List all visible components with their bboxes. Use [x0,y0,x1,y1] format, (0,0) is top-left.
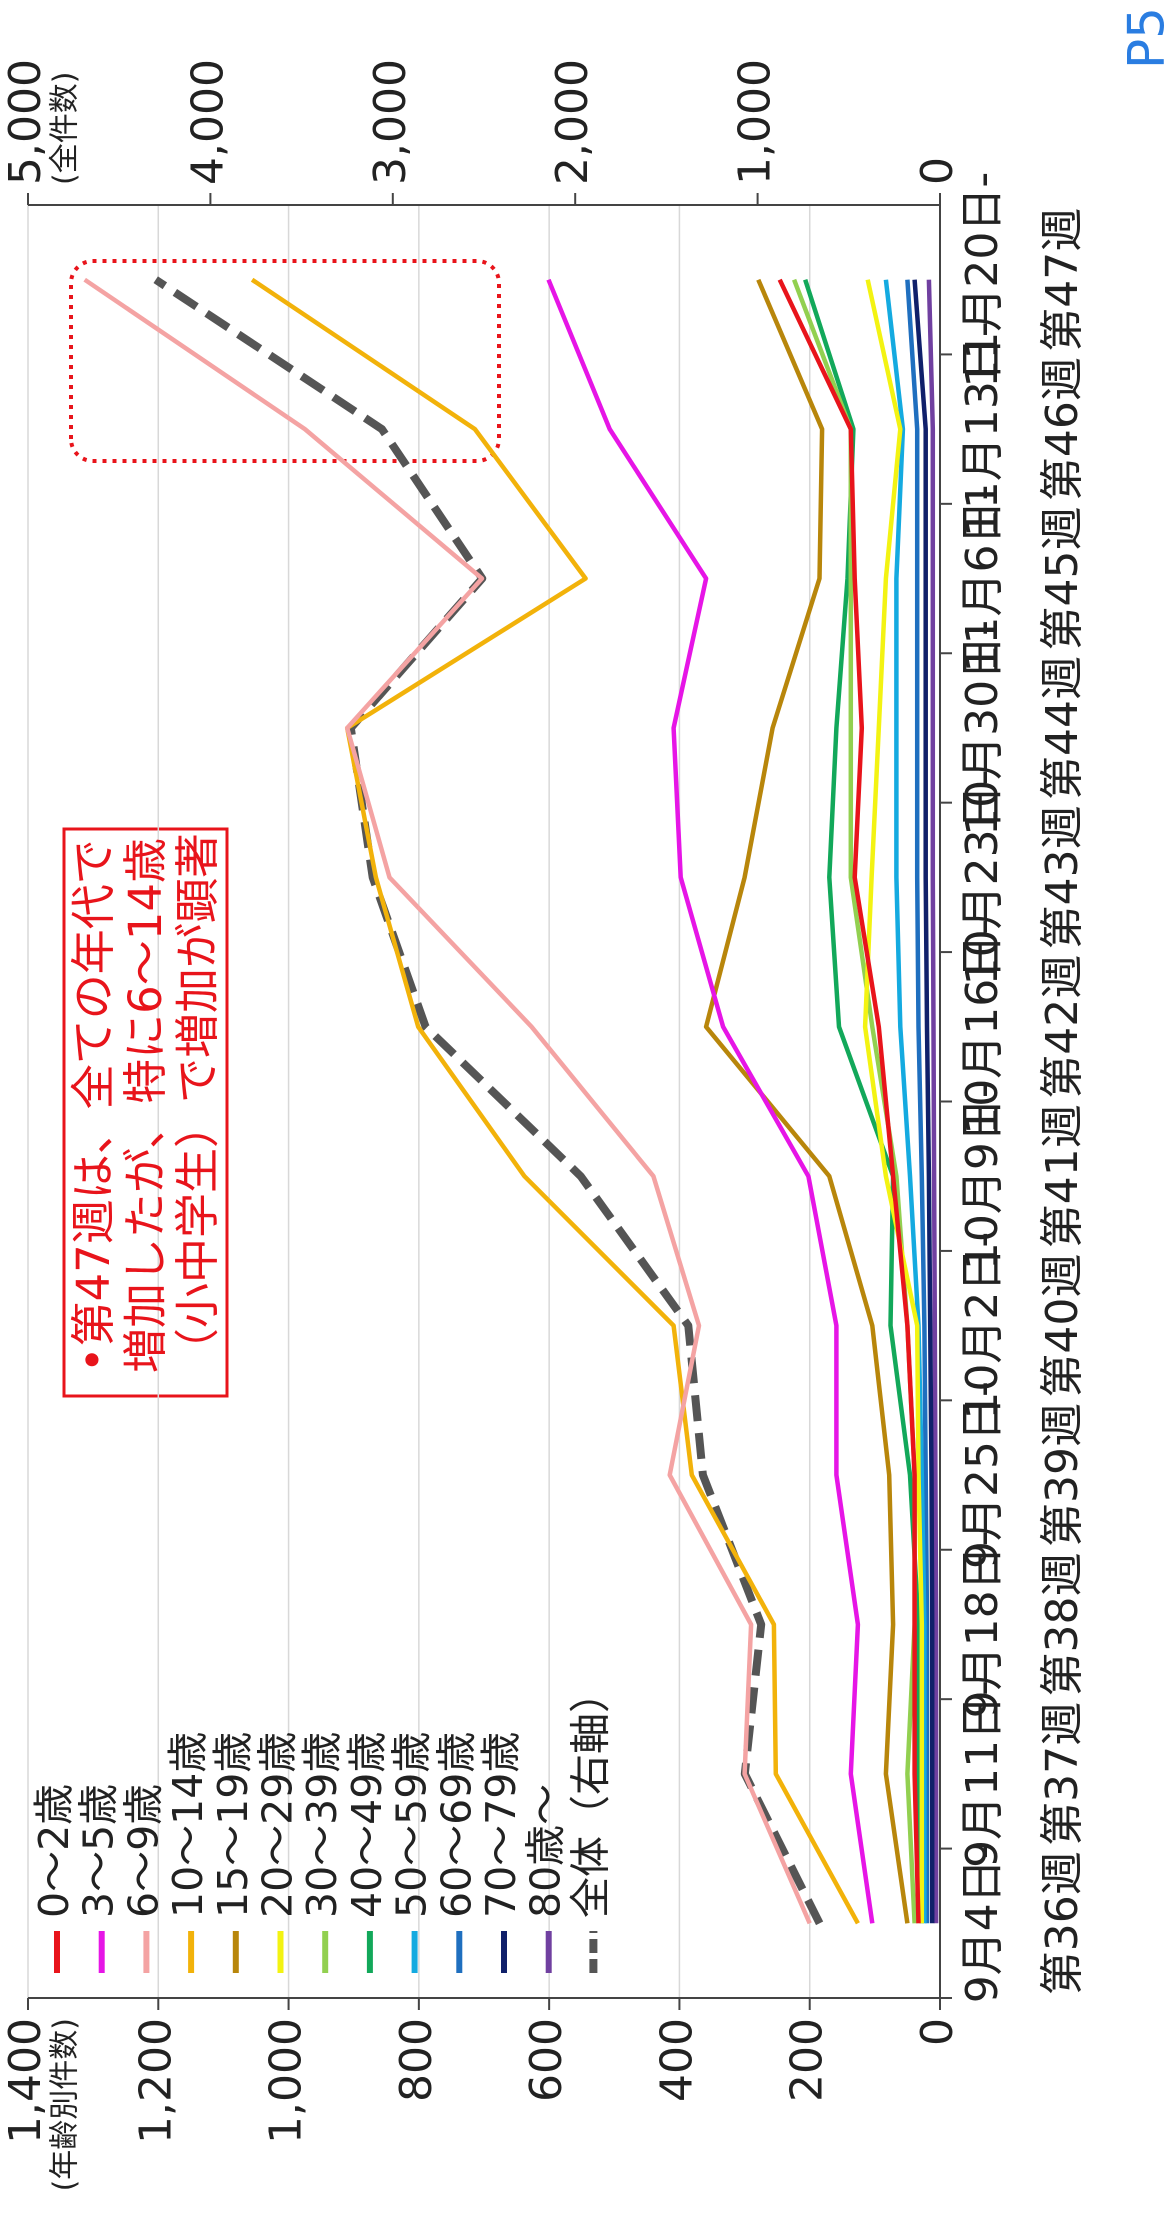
x-tick-label: 10月16日- 第42週 [957,919,1088,1135]
y2-tick-label: 5,000 [0,59,51,185]
legend-label: 6～9歳 [119,1784,167,1918]
legend-label: 80歳～ [522,1784,570,1918]
series-line [83,277,812,1925]
x-tick-label: 10月23日- 第43週 [957,769,1088,985]
y-tick-label: 1,200 [130,2018,181,2144]
y2-tick-label: 1,000 [730,59,781,185]
series-line [862,279,925,1924]
x-tick-label: 11月6日- 第45週 [957,485,1088,673]
x-tick-label: 9月18日- 第38週 [957,1531,1088,1719]
y2-axis-label: (全件数) [48,72,83,185]
y2-tick-label: 0 [912,157,963,185]
x-tick-label: 9月25日- 第39週 [957,1381,1088,1569]
legend-label: 60～69歳 [432,1732,480,1918]
series-line [250,277,860,1925]
legend-label: 20～29歳 [254,1732,302,1918]
x-tick-label: 10月30日- 第44週 [957,620,1088,836]
annotation-line: （小中学生）で増加が顕著 [171,833,224,1373]
series-line [803,279,925,1924]
annotation-line: •第47週は、全ての年代で [67,839,120,1373]
series-line [883,279,927,1924]
x-tick-label: 11月13日- 第46週 [957,321,1088,537]
series-line [905,279,930,1924]
y2-tick-label: 4,000 [182,59,233,185]
legend-label: 40～49歳 [343,1732,391,1918]
annotation-box [62,827,229,1398]
x-tick-label: 10月9日- 第41週 [957,1082,1088,1270]
y2-tick-label: 2,000 [547,59,598,185]
y-tick-label: 200 [782,2018,833,2102]
series-line [546,278,875,1924]
y-tick-label: 1,400 [0,2018,51,2144]
legend-label: 70～79歳 [477,1732,525,1918]
series-line [777,278,921,1924]
x-tick-label: 9月4日- 第36週 [957,1843,1088,2003]
y-tick-label: 600 [521,2018,572,2102]
legend-label: 30～39歳 [298,1732,346,1918]
series-line [153,276,824,1926]
annotation-line: 増加したが、特に6～14歳 [119,838,172,1373]
y2-tick-label: 3,000 [365,59,416,185]
highlight-box [69,259,501,463]
legend-label: 3～5歳 [75,1784,123,1918]
page-number: P5 [1118,7,1176,69]
legend-label: 0～2歳 [30,1784,78,1918]
y-tick-label: 1,000 [261,2018,312,2144]
x-tick-label: 9月11日- 第37週 [957,1680,1088,1868]
y-tick-label: 400 [651,2018,702,2102]
y-tick-label: 800 [391,2018,442,2102]
series-line [912,279,935,1924]
legend-label: 全体（右軸） [566,1672,614,1918]
x-tick-label: 11月20日- 第47週 [957,172,1088,388]
legend-label: 15～19歳 [209,1732,257,1918]
y-tick-label: 0 [912,2018,963,2046]
legend-label: 10～14歳 [164,1732,212,1918]
rotated-chart: P5 02004006008001,0001,2001,400(年齢別件数)01… [0,7,1176,2191]
legend-label: 50～59歳 [388,1732,436,1918]
x-tick-label: 10月2日- 第40週 [957,1232,1088,1420]
y-axis-label: (年齢別件数) [48,2018,83,2191]
series-line [926,279,939,1924]
